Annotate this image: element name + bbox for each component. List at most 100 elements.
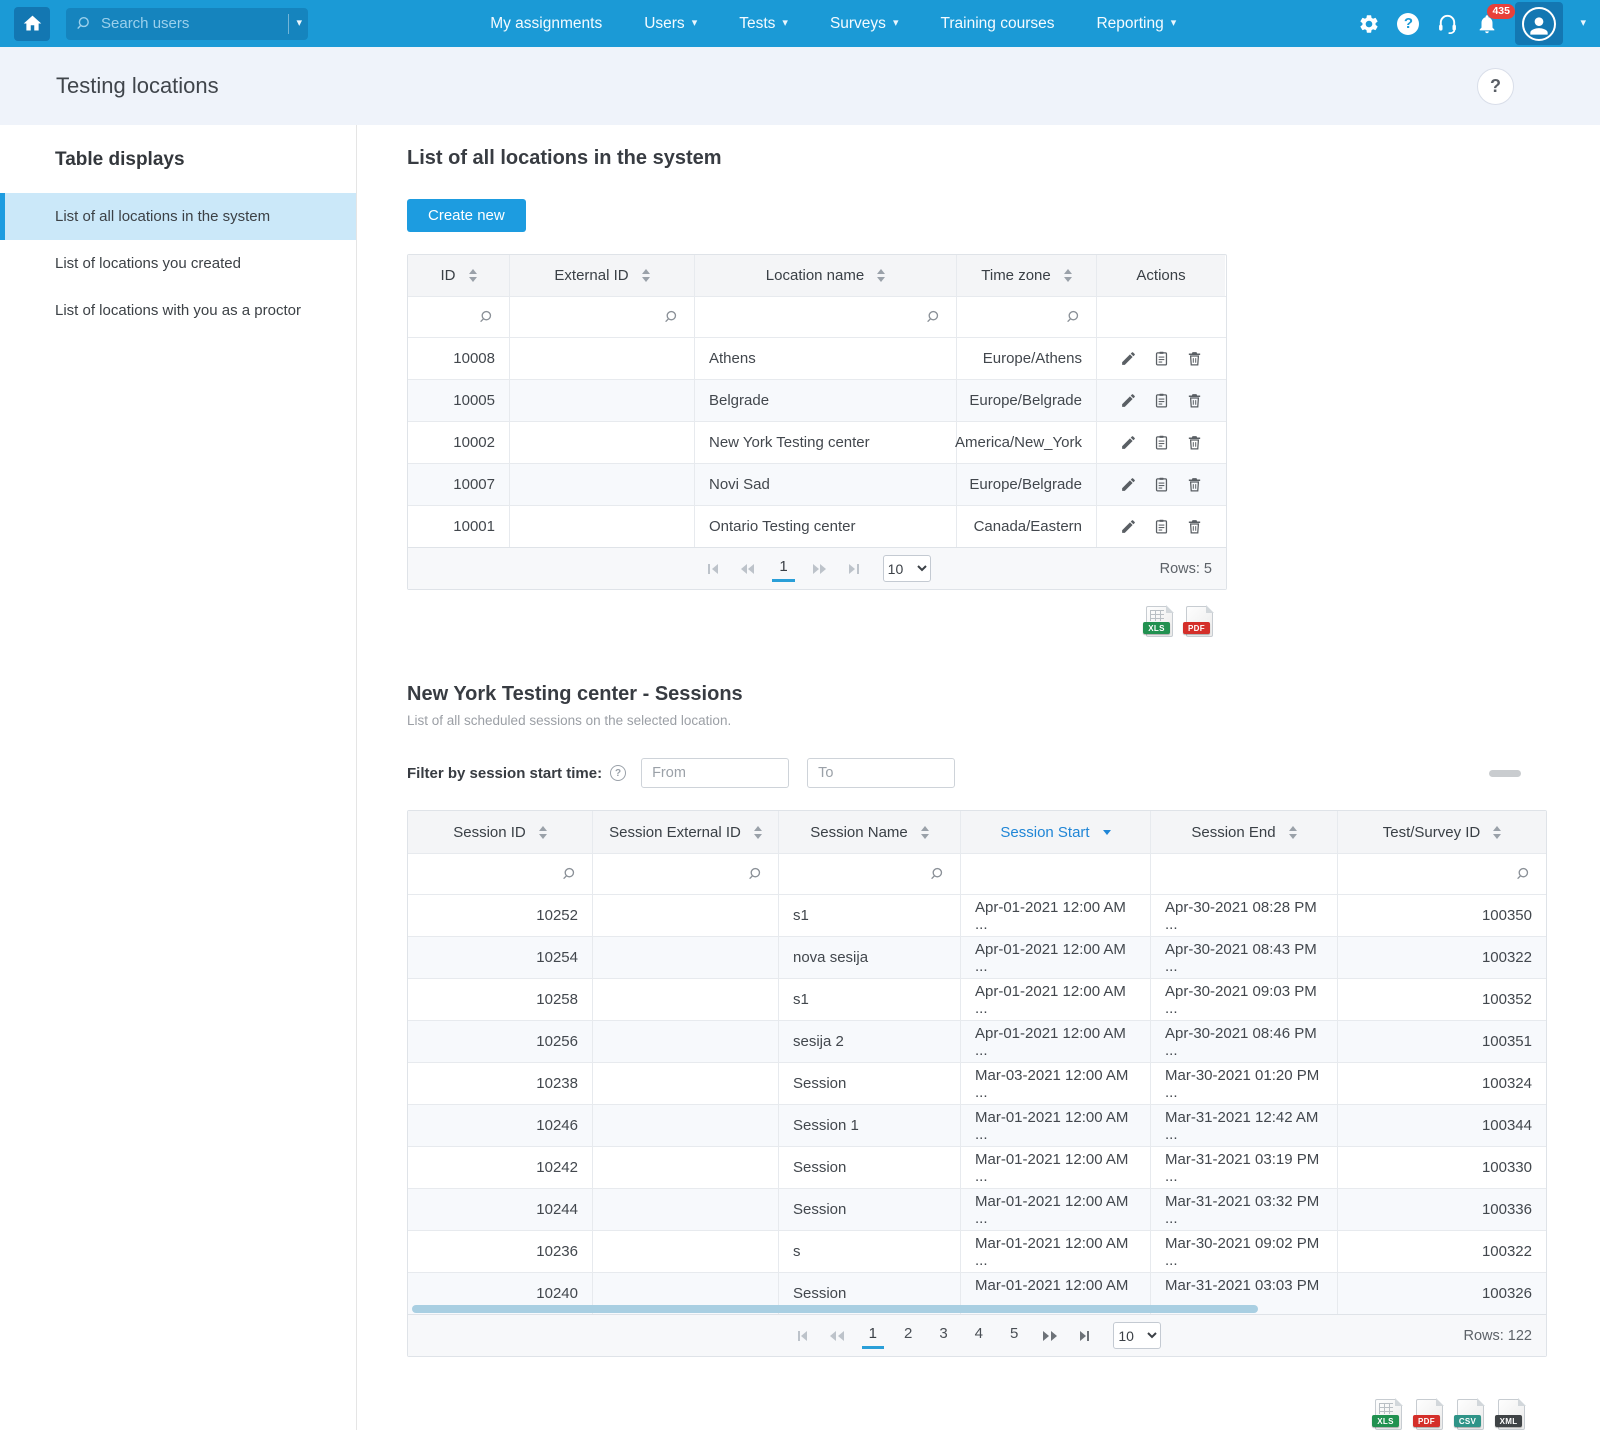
next-page-button[interactable] bbox=[808, 560, 832, 578]
page-size-select[interactable]: 10 bbox=[883, 555, 931, 582]
page-number-3[interactable]: 3 bbox=[932, 1322, 954, 1349]
edit-icon[interactable] bbox=[1120, 518, 1137, 535]
page-number-1[interactable]: 1 bbox=[772, 555, 794, 582]
page-help-button[interactable]: ? bbox=[1477, 68, 1514, 105]
test-survey-id-cell: 100351 bbox=[1337, 1021, 1546, 1062]
page-number-4[interactable]: 4 bbox=[968, 1322, 990, 1349]
location-external-id-cell bbox=[509, 338, 694, 379]
details-icon[interactable] bbox=[1153, 392, 1170, 409]
column-search-cell[interactable] bbox=[956, 297, 1096, 337]
edit-icon[interactable] bbox=[1120, 476, 1137, 493]
settings-button[interactable] bbox=[1358, 13, 1380, 35]
next-page-button[interactable] bbox=[1038, 1327, 1062, 1345]
search-icon bbox=[76, 15, 93, 32]
column-search-cell[interactable] bbox=[408, 297, 509, 337]
column-header-time-zone[interactable]: Time zone bbox=[956, 255, 1096, 296]
previous-page-button[interactable] bbox=[736, 560, 760, 578]
column-search-cell[interactable] bbox=[592, 854, 778, 894]
page-number-1[interactable]: 1 bbox=[862, 1322, 884, 1349]
horizontal-scrollbar[interactable] bbox=[412, 1305, 1258, 1313]
search-input[interactable] bbox=[101, 15, 284, 32]
location-row[interactable]: 10002New York Testing centerAmerica/New_… bbox=[408, 421, 1226, 463]
column-header-session-start[interactable]: Session Start bbox=[960, 811, 1150, 853]
edit-icon[interactable] bbox=[1120, 350, 1137, 367]
menu-item-training-courses[interactable]: Training courses bbox=[940, 15, 1054, 33]
collapse-section-handle[interactable] bbox=[1489, 770, 1521, 777]
menu-item-surveys[interactable]: Surveys▾ bbox=[830, 15, 899, 33]
column-header-session-external-id[interactable]: Session External ID bbox=[592, 811, 778, 853]
session-row[interactable]: 10258s1Apr-01-2021 12:00 AM ...Apr-30-20… bbox=[408, 978, 1546, 1020]
column-search-cell[interactable] bbox=[1337, 854, 1546, 894]
page-number-2[interactable]: 2 bbox=[897, 1322, 919, 1349]
account-button[interactable] bbox=[1515, 2, 1563, 45]
location-row[interactable]: 10008AthensEurope/Athens bbox=[408, 337, 1226, 379]
last-page-button[interactable] bbox=[844, 560, 864, 578]
details-icon[interactable] bbox=[1153, 518, 1170, 535]
column-search-cell[interactable] bbox=[509, 297, 694, 337]
last-page-button[interactable] bbox=[1075, 1327, 1095, 1345]
menu-item-reporting[interactable]: Reporting▾ bbox=[1096, 15, 1176, 33]
session-row[interactable]: 10244SessionMar-01-2021 12:00 AM ...Mar-… bbox=[408, 1188, 1546, 1230]
page-number-5[interactable]: 5 bbox=[1003, 1322, 1025, 1349]
details-icon[interactable] bbox=[1153, 350, 1170, 367]
sidebar-item-3[interactable]: List of locations with you as a proctor bbox=[0, 287, 356, 334]
column-search-cell[interactable] bbox=[778, 854, 960, 894]
sidebar-item-1[interactable]: List of all locations in the system bbox=[0, 193, 356, 240]
column-header-location-name[interactable]: Location name bbox=[694, 255, 956, 296]
column-header-external-id[interactable]: External ID bbox=[509, 255, 694, 296]
filter-to-input[interactable] bbox=[807, 758, 955, 788]
delete-icon[interactable] bbox=[1186, 392, 1203, 409]
location-row[interactable]: 10001Ontario Testing centerCanada/Easter… bbox=[408, 505, 1226, 547]
menu-item-my-assignments[interactable]: My assignments bbox=[490, 15, 602, 33]
export-csv-button[interactable]: CSV3 bbox=[1457, 1399, 1484, 1430]
column-header-session-id[interactable]: Session ID bbox=[408, 811, 592, 853]
delete-icon[interactable] bbox=[1186, 518, 1203, 535]
export-xls-button[interactable]: XLS1 bbox=[1375, 1399, 1402, 1430]
column-header-id[interactable]: ID bbox=[408, 255, 509, 296]
export-pdf-button[interactable]: PDF bbox=[1186, 606, 1213, 637]
column-search-cell[interactable] bbox=[694, 297, 956, 337]
delete-icon[interactable] bbox=[1186, 434, 1203, 451]
details-icon[interactable] bbox=[1153, 434, 1170, 451]
export-xls-button[interactable]: XLS bbox=[1146, 606, 1173, 637]
user-search[interactable]: ▾ bbox=[66, 8, 308, 40]
menu-item-tests[interactable]: Tests▾ bbox=[739, 15, 788, 33]
column-header-session-end[interactable]: Session End bbox=[1150, 811, 1337, 853]
home-button[interactable] bbox=[14, 7, 50, 41]
menu-item-users[interactable]: Users▾ bbox=[644, 15, 697, 33]
session-end-cell: Mar-31-2021 12:42 AM ... bbox=[1150, 1105, 1337, 1146]
support-button[interactable] bbox=[1436, 12, 1459, 35]
session-row[interactable]: 10256sesija 2Apr-01-2021 12:00 AM ...Apr… bbox=[408, 1020, 1546, 1062]
previous-page-button[interactable] bbox=[825, 1327, 849, 1345]
first-page-button[interactable] bbox=[793, 1327, 813, 1345]
details-icon[interactable] bbox=[1153, 476, 1170, 493]
export-pdf-button[interactable]: PDF2 bbox=[1416, 1399, 1443, 1430]
search-dropdown-caret[interactable]: ▾ bbox=[296, 18, 302, 29]
column-header-session-name[interactable]: Session Name bbox=[778, 811, 960, 853]
filter-help-icon[interactable]: ? bbox=[610, 765, 626, 781]
session-row[interactable]: 10254nova sesijaApr-01-2021 12:00 AM ...… bbox=[408, 936, 1546, 978]
delete-icon[interactable] bbox=[1186, 350, 1203, 367]
account-caret-icon[interactable]: ▾ bbox=[1580, 18, 1586, 29]
session-row[interactable]: 10238SessionMar-03-2021 12:00 AM ...Mar-… bbox=[408, 1062, 1546, 1104]
first-page-button[interactable] bbox=[703, 560, 723, 578]
location-row[interactable]: 10005BelgradeEurope/Belgrade bbox=[408, 379, 1226, 421]
filter-from-input[interactable] bbox=[641, 758, 789, 788]
edit-icon[interactable] bbox=[1120, 392, 1137, 409]
column-header-test-survey-id[interactable]: Test/Survey ID bbox=[1337, 811, 1546, 853]
column-search-cell[interactable] bbox=[408, 854, 592, 894]
edit-icon[interactable] bbox=[1120, 434, 1137, 451]
help-button[interactable]: ? bbox=[1397, 13, 1419, 35]
session-row[interactable]: 10246Session 1Mar-01-2021 12:00 AM ...Ma… bbox=[408, 1104, 1546, 1146]
notifications-button[interactable]: 435 bbox=[1476, 13, 1498, 35]
session-row[interactable]: 10242SessionMar-01-2021 12:00 AM ...Mar-… bbox=[408, 1146, 1546, 1188]
page-size-select[interactable]: 10 bbox=[1113, 1322, 1161, 1349]
create-new-button[interactable]: Create new bbox=[407, 199, 526, 232]
location-row[interactable]: 10007Novi SadEurope/Belgrade bbox=[408, 463, 1226, 505]
export-xml-button[interactable]: XML4 bbox=[1498, 1399, 1525, 1430]
session-row[interactable]: 10236sMar-01-2021 12:00 AM ...Mar-30-202… bbox=[408, 1230, 1546, 1272]
sidebar-item-2[interactable]: List of locations you created bbox=[0, 240, 356, 287]
session-filter-row: Filter by session start time: ? bbox=[407, 758, 1547, 788]
delete-icon[interactable] bbox=[1186, 476, 1203, 493]
session-row[interactable]: 10252s1Apr-01-2021 12:00 AM ...Apr-30-20… bbox=[408, 894, 1546, 936]
